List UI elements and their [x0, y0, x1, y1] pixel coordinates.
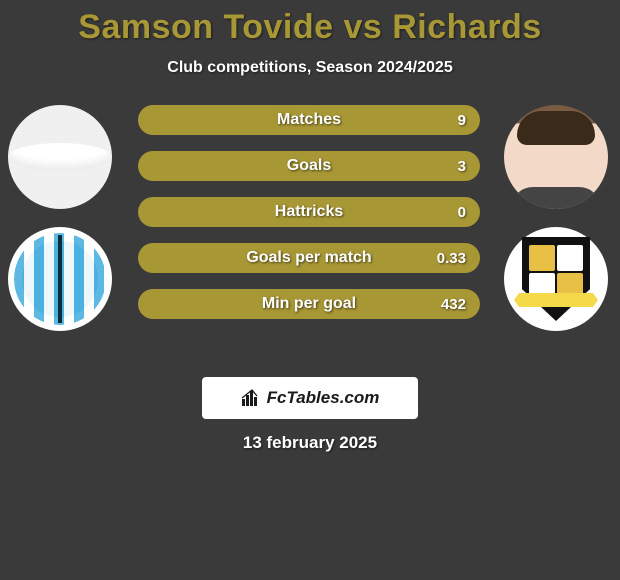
branding-box: FcTables.com	[202, 377, 418, 419]
stat-value: 0.33	[437, 250, 466, 267]
footer-date: 13 february 2025	[0, 419, 620, 453]
stat-bar-goals: Goals 3	[138, 151, 480, 181]
page-subtitle: Club competitions, Season 2024/2025	[0, 47, 620, 77]
left-player-column	[8, 105, 112, 331]
stat-bars: Matches 9 Goals 3 Hattricks 0 Goals per …	[138, 105, 480, 319]
port-vale-shield-panel	[529, 245, 583, 299]
comparison-panel: Matches 9 Goals 3 Hattricks 0 Goals per …	[0, 105, 620, 365]
stat-bar-mpg: Min per goal 432	[138, 289, 480, 319]
stat-label: Min per goal	[262, 295, 356, 313]
colchester-badge	[8, 227, 112, 331]
stat-value: 9	[458, 112, 466, 129]
stat-label: Goals	[287, 157, 331, 175]
stat-value: 3	[458, 158, 466, 175]
stat-value: 432	[441, 296, 466, 313]
page-title: Samson Tovide vs Richards	[0, 0, 620, 47]
port-vale-badge	[504, 227, 608, 331]
right-player-column	[504, 105, 608, 331]
stat-value: 0	[458, 204, 466, 221]
stat-label: Matches	[277, 111, 341, 129]
stat-bar-hattricks: Hattricks 0	[138, 197, 480, 227]
left-player-avatar	[8, 105, 112, 209]
stat-label: Hattricks	[275, 203, 343, 221]
right-player-avatar	[504, 105, 608, 209]
bar-chart-icon	[241, 389, 261, 407]
stat-bar-gpm: Goals per match 0.33	[138, 243, 480, 273]
stat-label: Goals per match	[246, 249, 371, 267]
branding-text: FcTables.com	[267, 388, 380, 408]
placeholder-avatar-shape	[8, 143, 112, 171]
port-vale-ribbon	[514, 293, 598, 307]
stat-bar-matches: Matches 9	[138, 105, 480, 135]
